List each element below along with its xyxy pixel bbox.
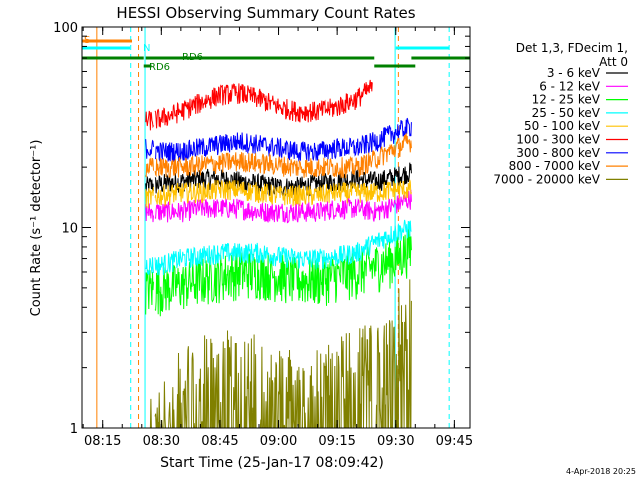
chart-title: HESSI Observing Summary Count Rates: [116, 4, 415, 22]
legend-header-line-2: Att 0: [599, 55, 628, 69]
series-line-4: [145, 219, 412, 276]
series-line-2: [145, 189, 412, 224]
series-line-5: [145, 179, 412, 209]
x-tick-label: 09:00: [260, 434, 297, 449]
x-tick-label: 08:30: [143, 434, 180, 449]
series-line-8: [145, 132, 412, 179]
series-line-3: [145, 228, 412, 317]
x-tick-label: 08:45: [201, 434, 238, 449]
flag-label: S: [84, 35, 90, 46]
y-axis-label: Count Rate (s⁻¹ detector⁻¹): [29, 140, 44, 317]
legend-label: 300 - 800 keV: [516, 146, 600, 160]
plot-area: S N RD6 RD6: [82, 27, 470, 429]
legend-label: 25 - 50 keV: [532, 106, 601, 120]
flag-label: N: [143, 43, 150, 54]
series-line-1: [145, 162, 412, 197]
y-tick-label: 100: [53, 21, 78, 36]
x-tick-label: 09:30: [377, 434, 414, 449]
series-line-6: [145, 79, 373, 131]
series-layer: [145, 79, 412, 429]
legend-label: 800 - 7000 keV: [509, 159, 601, 173]
axes: 08:15 08:30 08:45 09:00 09:15 09:30 09:45 1 10 10…: [53, 21, 473, 449]
legend-label: 50 - 100 keV: [524, 119, 601, 133]
flag-bars: S N RD6 RD6: [82, 35, 470, 73]
legend-header-line-1: Det 1,3, FDecim 1,: [516, 41, 628, 55]
x-tick-label: 09:15: [318, 434, 355, 449]
legend-label: 7000 - 20000 keV: [493, 172, 600, 186]
flag-label: RD6: [149, 62, 170, 73]
y-tick-label: 1: [70, 422, 78, 437]
legend-label: 3 - 6 keV: [547, 66, 601, 80]
x-tick-label: 08:15: [84, 434, 121, 449]
generated-timestamp: 4-Apr-2018 20:25: [566, 467, 636, 476]
legend-label: 12 - 25 keV: [532, 93, 601, 107]
x-axis-label: Start Time (25-Jan-17 08:09:42): [160, 455, 384, 471]
legend-label: 100 - 300 keV: [516, 133, 600, 147]
legend-label: 6 - 12 keV: [539, 79, 601, 93]
x-tick-label: 09:45: [436, 434, 473, 449]
flag-label: RD6: [182, 52, 203, 63]
y-tick-label: 10: [61, 222, 78, 237]
